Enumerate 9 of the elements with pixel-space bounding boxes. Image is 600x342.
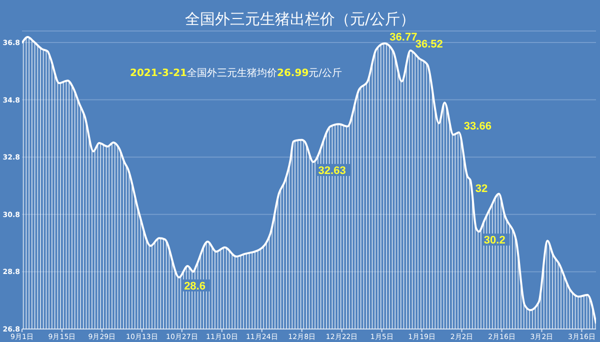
data-label: 30.2 xyxy=(484,234,506,247)
data-label: 28.6 xyxy=(184,280,206,292)
annotation: 2021-3-21全国外三元生猪均价26.99元/公斤 xyxy=(130,68,342,79)
data-label: 36.77 xyxy=(390,31,418,44)
chart-title: 全国外三元生猪出栏价（元/公斤） xyxy=(184,10,416,29)
data-label: 32.63 xyxy=(318,164,346,177)
data-label: 32 xyxy=(475,183,488,195)
data-label: 36.52 xyxy=(415,38,443,50)
data-label: 33.66 xyxy=(464,120,492,132)
